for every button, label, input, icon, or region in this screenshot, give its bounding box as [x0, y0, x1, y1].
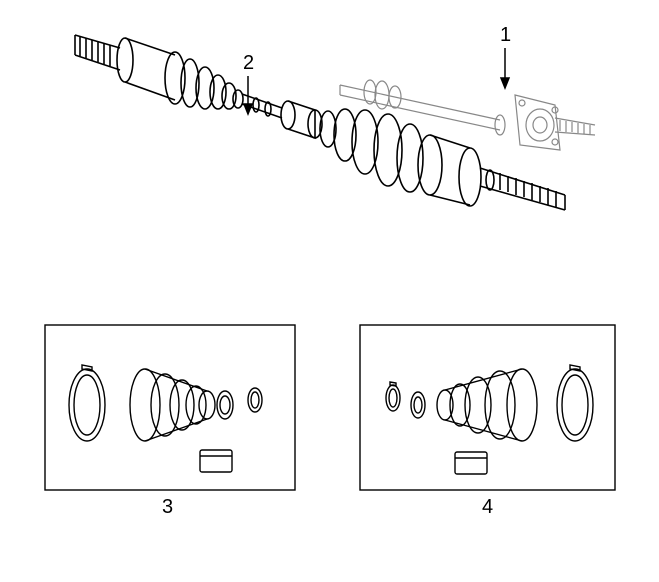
callout-label-2: 2 [243, 52, 254, 75]
parts-diagram: 1 2 3 4 [0, 0, 659, 582]
part-outer-boot-kit [360, 325, 615, 490]
callout-label-1: 1 [500, 24, 511, 47]
callout-label-3: 3 [162, 496, 173, 519]
part-cv-axle-assembly [75, 35, 565, 210]
callout-label-4: 4 [482, 496, 493, 519]
diagram-svg [0, 0, 659, 582]
part-inner-boot-kit [45, 325, 295, 490]
